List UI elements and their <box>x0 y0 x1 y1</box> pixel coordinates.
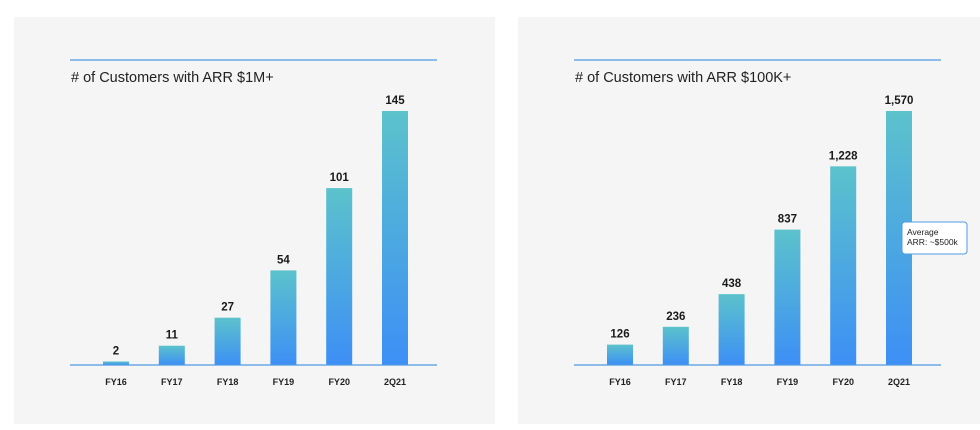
tick-label-2q21: 2Q21 <box>888 377 910 387</box>
bar-fy17 <box>158 345 185 365</box>
value-label-fy16: 2 <box>113 345 119 357</box>
value-label-fy17: 11 <box>166 330 179 342</box>
value-label-2q21: 145 <box>385 95 405 107</box>
bar-2q21 <box>382 111 408 365</box>
tick-label-fy16: FY16 <box>105 377 127 387</box>
chart-panel-customers-100k: # of Customers with ARR $100K+ 126 FY16 236… <box>518 17 980 424</box>
value-label-fy20: 101 <box>330 172 350 184</box>
tick-label-fy20: FY20 <box>328 377 350 387</box>
value-label-fy16: 126 <box>610 329 629 341</box>
tick-label-fy16: FY16 <box>609 377 631 387</box>
tick-label-fy18: FY18 <box>217 377 239 387</box>
chart-title: # of Customers with ARR $1M+ <box>71 70 274 86</box>
bar-chart-customers-1m: # of Customers with ARR $1M+ 2 FY16 11 FY17 2… <box>70 59 437 387</box>
callout-box <box>901 221 968 255</box>
value-label-fy18: 438 <box>722 278 742 290</box>
bar-chart-customers-100k: # of Customers with ARR $100K+ 126 FY16 236… <box>574 59 968 387</box>
bar-fy17 <box>662 326 689 365</box>
value-label-fy19: 837 <box>778 214 797 226</box>
value-label-fy19: 54 <box>277 254 290 266</box>
bar-fy18 <box>718 294 745 365</box>
tick-label-2q21: 2Q21 <box>384 377 406 387</box>
bar-fy19 <box>270 270 297 365</box>
chart-title: # of Customers with ARR $100K+ <box>575 70 791 86</box>
tick-label-fy20: FY20 <box>832 377 854 387</box>
bar-fy16 <box>607 344 633 365</box>
tick-label-fy19: FY19 <box>273 377 295 387</box>
bar-fy18 <box>214 317 241 365</box>
bar-fy20 <box>830 166 857 365</box>
bar-fy16 <box>103 361 129 365</box>
bar-fy20 <box>326 188 353 365</box>
callout-text-line-2: ARR: ~$500k <box>907 237 959 247</box>
value-label-2q21: 1,570 <box>885 95 914 107</box>
tick-label-fy19: FY19 <box>777 377 799 387</box>
value-label-fy17: 236 <box>666 311 685 323</box>
chart-panel-customers-1m: # of Customers with ARR $1M+ 2 FY16 11 FY17 2… <box>14 17 495 424</box>
tick-label-fy18: FY18 <box>721 377 743 387</box>
callout-text-line-1: Average <box>907 227 939 237</box>
tick-label-fy17: FY17 <box>161 377 183 387</box>
value-label-fy20: 1,228 <box>829 150 858 162</box>
bar-fy19 <box>774 229 801 365</box>
tick-label-fy17: FY17 <box>665 377 687 387</box>
value-label-fy18: 27 <box>221 302 234 314</box>
